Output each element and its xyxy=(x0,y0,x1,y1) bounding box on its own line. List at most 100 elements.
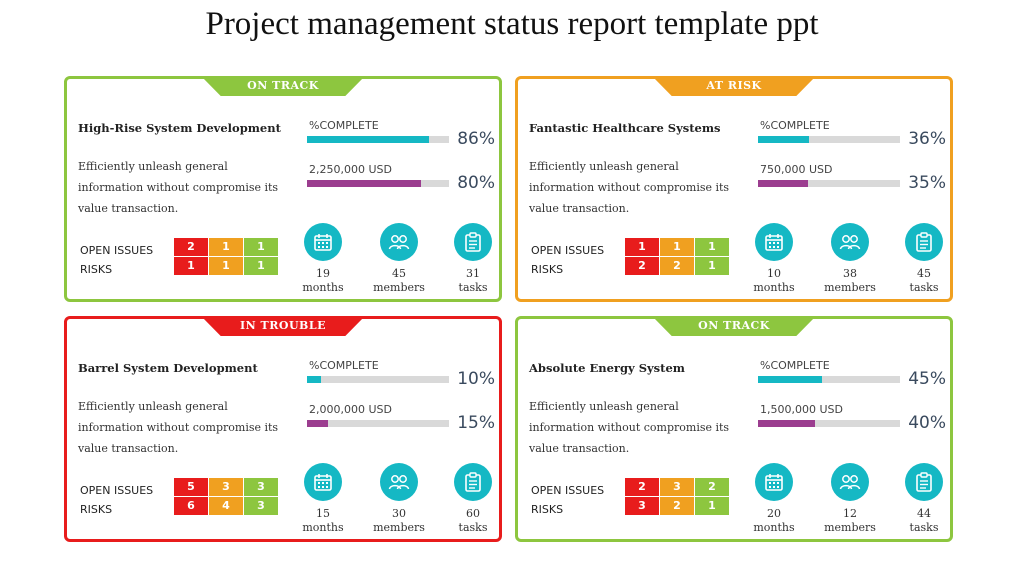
stat-members-value: 30 xyxy=(392,507,406,520)
calendar-icon xyxy=(755,463,793,501)
members-icon xyxy=(380,463,418,501)
stat-members-unit: members xyxy=(373,521,425,534)
risks-low: 1 xyxy=(695,257,729,275)
complete-progress-fill xyxy=(758,136,810,143)
risks-low: 1 xyxy=(244,257,278,275)
issue-risk-grid: 5 3 3 6 4 3 xyxy=(174,478,278,515)
stat-members-value: 38 xyxy=(843,267,857,280)
risks-label: RISKS xyxy=(531,263,564,276)
stat-tasks-value: 31 xyxy=(466,267,480,280)
stat-members: 45 members xyxy=(364,223,434,295)
status-badge: ON TRACK xyxy=(652,316,816,336)
budget-progress-fill xyxy=(758,420,815,427)
open-issues-high: 2 xyxy=(174,238,208,256)
open-issues-medium: 1 xyxy=(660,238,694,256)
status-badge: IN TROUBLE xyxy=(201,316,365,336)
project-title: High-Rise System Development xyxy=(78,121,281,135)
page-title: Project management status report templat… xyxy=(205,6,819,42)
complete-progress-bar xyxy=(758,376,900,383)
stat-tasks-unit: tasks xyxy=(458,521,488,534)
risks-medium: 4 xyxy=(209,497,243,515)
stat-months-value: 19 xyxy=(316,267,330,280)
complete-percent: 45% xyxy=(908,369,946,389)
stat-members-unit: members xyxy=(824,521,876,534)
complete-progress-bar xyxy=(758,136,900,143)
stat-members: 30 members xyxy=(364,463,434,535)
risks-label: RISKS xyxy=(531,503,564,516)
calendar-icon xyxy=(755,223,793,261)
risks-medium: 1 xyxy=(209,257,243,275)
stat-months: 15 months xyxy=(288,463,358,535)
open-issues-medium: 3 xyxy=(660,478,694,496)
members-icon xyxy=(831,463,869,501)
complete-label: %COMPLETE xyxy=(760,119,830,132)
stat-members-value: 12 xyxy=(843,507,857,520)
stat-tasks-unit: tasks xyxy=(909,521,939,534)
stat-months-value: 10 xyxy=(767,267,781,280)
project-card-absolute-energy: ON TRACK Absolute Energy System Efficien… xyxy=(515,316,953,542)
risks-label: RISKS xyxy=(80,263,113,276)
clipboard-icon xyxy=(905,463,943,501)
stat-months-value: 20 xyxy=(767,507,781,520)
open-issues-label: OPEN ISSUES xyxy=(531,484,605,497)
stat-members-unit: members xyxy=(824,281,876,294)
complete-progress-fill xyxy=(307,376,322,383)
clipboard-icon xyxy=(454,223,492,261)
status-badge: AT RISK xyxy=(652,76,816,96)
budget-progress-bar xyxy=(307,420,449,427)
members-icon xyxy=(831,223,869,261)
stat-tasks-value: 60 xyxy=(466,507,480,520)
stat-tasks-value: 45 xyxy=(917,267,931,280)
complete-progress-fill xyxy=(758,376,822,383)
issue-risk-grid: 2 1 1 1 1 1 xyxy=(174,238,278,275)
calendar-icon xyxy=(304,223,342,261)
budget-label: 2,000,000 USD xyxy=(309,403,392,416)
complete-percent: 86% xyxy=(457,129,495,149)
project-title: Barrel System Development xyxy=(78,361,258,375)
budget-percent: 40% xyxy=(908,413,946,433)
issue-risk-labels: OPEN ISSUES RISKS xyxy=(531,241,604,279)
calendar-icon xyxy=(304,463,342,501)
risks-medium: 2 xyxy=(660,497,694,515)
budget-percent: 15% xyxy=(457,413,495,433)
members-icon xyxy=(380,223,418,261)
stat-tasks-value: 44 xyxy=(917,507,931,520)
risks-high: 3 xyxy=(625,497,659,515)
issue-risk-labels: OPEN ISSUES RISKS xyxy=(80,241,153,279)
complete-percent: 10% xyxy=(457,369,495,389)
budget-progress-bar xyxy=(758,420,900,427)
complete-progress-bar xyxy=(307,136,449,143)
stat-tasks-unit: tasks xyxy=(909,281,939,294)
stat-months-unit: months xyxy=(753,521,795,534)
project-card-barrel-system: IN TROUBLE Barrel System Development Eff… xyxy=(64,316,502,542)
stat-tasks: 45 tasks xyxy=(889,223,959,295)
risks-high: 2 xyxy=(625,257,659,275)
issue-risk-grid: 2 3 2 3 2 1 xyxy=(625,478,729,515)
open-issues-high: 1 xyxy=(625,238,659,256)
stat-months-unit: months xyxy=(753,281,795,294)
project-description: Efficiently unleash general information … xyxy=(78,400,279,455)
stat-months: 10 months xyxy=(739,223,809,295)
stat-members-value: 45 xyxy=(392,267,406,280)
open-issues-label: OPEN ISSUES xyxy=(80,244,154,257)
open-issues-low: 1 xyxy=(244,238,278,256)
open-issues-high: 5 xyxy=(174,478,208,496)
open-issues-label: OPEN ISSUES xyxy=(80,484,154,497)
project-description: Efficiently unleash general information … xyxy=(78,160,279,215)
open-issues-medium: 3 xyxy=(209,478,243,496)
risks-medium: 2 xyxy=(660,257,694,275)
complete-progress-fill xyxy=(307,136,430,143)
risks-high: 6 xyxy=(174,497,208,515)
complete-label: %COMPLETE xyxy=(309,359,379,372)
clipboard-icon xyxy=(454,463,492,501)
clipboard-icon xyxy=(905,223,943,261)
open-issues-low: 1 xyxy=(695,238,729,256)
status-badge: ON TRACK xyxy=(201,76,365,96)
stat-members: 38 members xyxy=(815,223,885,295)
issue-risk-labels: OPEN ISSUES RISKS xyxy=(531,481,604,519)
project-title: Fantastic Healthcare Systems xyxy=(529,121,721,135)
open-issues-low: 2 xyxy=(695,478,729,496)
stat-months: 20 months xyxy=(739,463,809,535)
stat-tasks: 60 tasks xyxy=(438,463,508,535)
risks-label: RISKS xyxy=(80,503,113,516)
